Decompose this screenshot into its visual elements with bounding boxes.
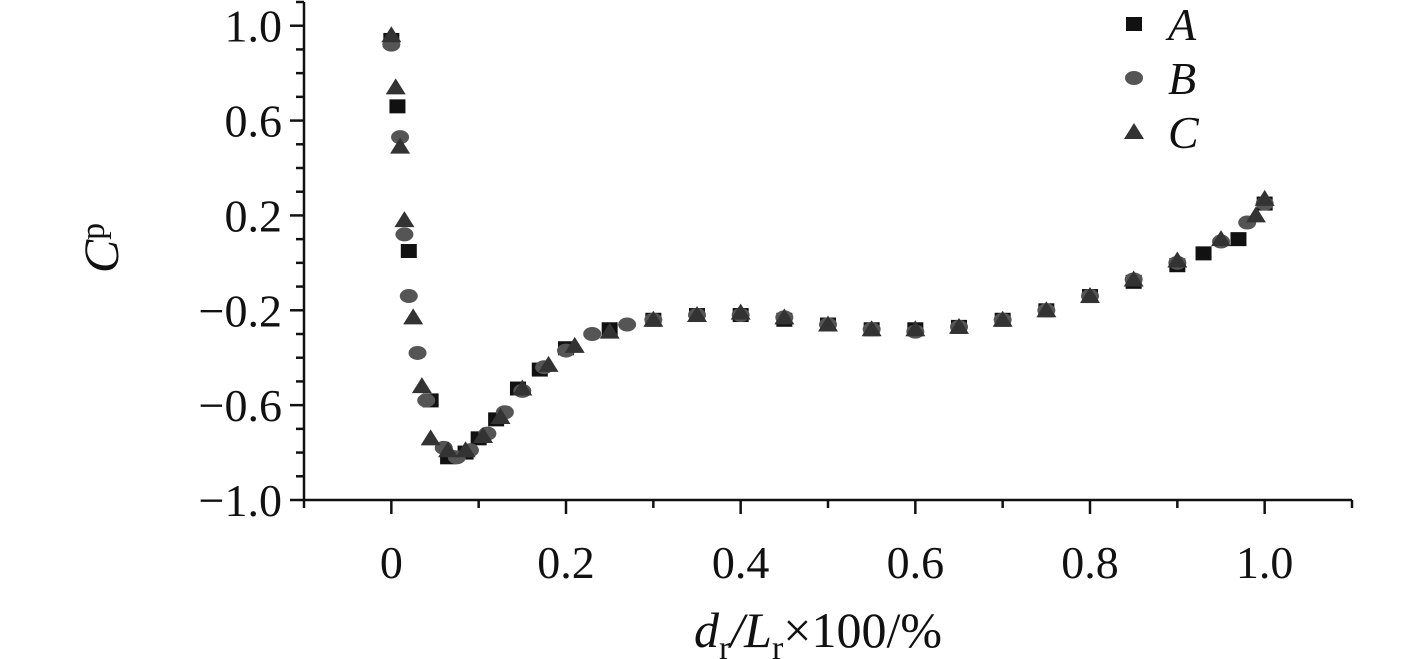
data-point-C (949, 317, 969, 334)
data-point-B (408, 345, 427, 360)
y-tick-label: −0.6 (199, 380, 282, 431)
y-tick-label: 1.0 (225, 1, 283, 52)
data-point-C (861, 320, 882, 337)
series-C (381, 26, 1275, 458)
data-point-C (643, 310, 664, 327)
data-point-C (1167, 251, 1188, 268)
x-tick-label: 0.8 (1061, 537, 1119, 588)
legend: ABC (1124, 0, 1200, 158)
x-tick-label: 0.2 (537, 537, 595, 588)
x-tick-label: 0.4 (712, 537, 770, 588)
data-point-C (905, 320, 926, 337)
data-point-C (1036, 301, 1057, 318)
data-point-C (438, 441, 459, 458)
y-tick-label: 0.2 (225, 190, 283, 241)
data-point-C (1080, 287, 1100, 304)
data-point-B (618, 317, 637, 332)
data-point-C (564, 336, 585, 353)
y-tick-label: 0.6 (225, 96, 283, 147)
data-point-B (399, 289, 418, 304)
x-tick-label: 0 (380, 537, 403, 588)
legend-marker-B (1125, 71, 1143, 85)
data-point-B (417, 393, 436, 408)
data-point-C (455, 441, 476, 458)
data-point-B (391, 130, 410, 145)
y-tick-label: −0.2 (199, 285, 282, 336)
legend-marker-C (1124, 123, 1144, 139)
data-point-C (385, 78, 406, 95)
x-tick-label: 1.0 (1236, 537, 1294, 588)
legend-marker-A (1126, 17, 1142, 31)
legend-label-B: B (1168, 53, 1196, 104)
y-axis-title: Cp (73, 223, 129, 273)
data-point-A (1195, 246, 1212, 261)
y-ticks: 1.0 0.6 0.2 −0.2 −0.6 −1.0 (199, 1, 304, 526)
data-point-C (512, 379, 533, 396)
x-axis-title: dr/Lr×100/% (694, 602, 942, 659)
data-point-C (490, 408, 511, 424)
data-point-C (992, 310, 1013, 327)
data-point-C (730, 303, 751, 320)
legend-label-A: A (1165, 0, 1197, 50)
data-point-C (1211, 230, 1231, 247)
x-tick-label: 0.6 (887, 537, 945, 588)
data-point-C (390, 137, 411, 154)
series-B (382, 37, 1274, 465)
data-point-C (818, 315, 838, 332)
data-point-A (400, 244, 417, 258)
data-point-C (420, 429, 441, 446)
y-tick-label: −1.0 (199, 475, 282, 526)
plot-area (381, 26, 1275, 465)
data-point-C (403, 308, 424, 325)
data-point-C (411, 377, 432, 394)
data-point-C (774, 308, 795, 325)
x-ticks: 0 0.2 0.4 0.6 0.8 1.0 (302, 500, 1354, 588)
series-A (383, 32, 1273, 465)
data-point-C (538, 355, 559, 372)
data-point-C (599, 322, 620, 339)
data-point-C (1254, 189, 1275, 206)
data-point-B (395, 227, 414, 242)
data-point-C (1245, 206, 1266, 223)
legend-label-C: C (1168, 107, 1200, 158)
data-point-C (381, 26, 402, 43)
data-point-C (473, 426, 494, 443)
data-point-B (583, 327, 602, 341)
data-point-C (687, 306, 707, 323)
data-point-A (1230, 232, 1247, 247)
data-point-A (389, 99, 406, 114)
data-point-C (394, 211, 415, 228)
data-point-C (1123, 270, 1144, 287)
